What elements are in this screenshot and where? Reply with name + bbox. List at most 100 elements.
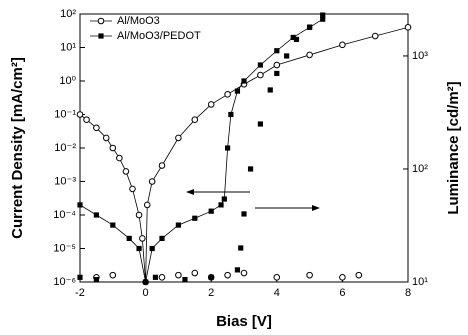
x-tick-label: 4 — [274, 287, 280, 299]
marker-circle — [191, 269, 199, 277]
marker-circle — [175, 134, 182, 142]
y-tick-label: 10⁻² — [54, 142, 76, 154]
marker-square — [110, 222, 116, 228]
marker-square — [208, 208, 214, 214]
marker-circle — [404, 24, 412, 31]
marker-circle — [371, 32, 379, 40]
marker-circle — [148, 178, 156, 185]
marker-square — [284, 53, 290, 59]
marker-square — [143, 279, 149, 285]
x-tick-label: 2 — [208, 287, 214, 299]
y-tick-label: 10¹ — [60, 41, 76, 53]
marker-circle — [339, 274, 346, 281]
marker-square — [320, 16, 326, 22]
y-tick-label: 10⁰ — [59, 75, 76, 87]
annotation-arrows — [186, 189, 320, 211]
marker-square — [192, 215, 198, 221]
y-tick-label: 10⁻¹ — [54, 108, 76, 120]
marker-square — [221, 196, 227, 202]
marker-square — [234, 88, 241, 94]
marker-circle — [109, 271, 117, 279]
x-axis-label: Bias [V] — [216, 313, 272, 330]
marker-circle — [306, 271, 313, 279]
series-line — [79, 26, 409, 283]
marker-circle — [224, 91, 231, 98]
marker-square — [228, 111, 234, 118]
legend-label: Al/MoO3 — [117, 15, 160, 27]
marker-square — [274, 48, 280, 54]
marker-circle — [339, 41, 346, 49]
marker-square — [225, 145, 231, 151]
y-tick-label: 10⁻⁵ — [53, 242, 76, 254]
marker-square — [159, 235, 165, 242]
marker-square — [241, 78, 247, 84]
marker-circle — [224, 271, 231, 279]
y-axis-label: Current Density [mA/cm²] — [9, 57, 26, 239]
marker-circle — [93, 124, 100, 132]
marker-circle — [306, 51, 313, 59]
marker-square — [136, 245, 142, 252]
marker-circle — [102, 134, 110, 142]
marker-square — [182, 277, 188, 283]
marker-circle — [129, 185, 136, 193]
marker-square — [320, 12, 326, 18]
marker-circle — [116, 154, 123, 162]
marker-circle — [158, 274, 166, 281]
marker-square — [257, 121, 263, 127]
marker-square — [267, 87, 273, 93]
marker-square — [234, 267, 241, 273]
marker-circle — [207, 101, 215, 108]
y2-tick-label: 10² — [412, 163, 428, 175]
marker-square — [241, 211, 247, 217]
legend-marker — [98, 33, 104, 39]
marker-circle — [139, 235, 146, 242]
marker-circle — [76, 111, 84, 118]
x-tick-label: -2 — [75, 287, 85, 299]
y-tick-label: 10² — [60, 8, 76, 20]
marker-square — [293, 36, 300, 43]
marker-circle — [109, 144, 117, 152]
y2-axis-label: Luminance [cd/m²] — [445, 81, 462, 214]
marker-circle — [355, 271, 363, 279]
marker-square — [274, 70, 280, 77]
y-tick-label: 10⁻³ — [54, 175, 76, 187]
marker-circle — [273, 274, 281, 281]
marker-circle — [158, 162, 166, 169]
marker-square — [126, 235, 132, 242]
marker-square — [238, 245, 244, 251]
marker-square — [93, 212, 99, 218]
y2-tick-label: 10³ — [412, 50, 428, 62]
marker-circle — [240, 269, 248, 277]
marker-circle — [273, 61, 281, 69]
marker-circle — [257, 71, 264, 79]
marker-circle — [83, 116, 90, 123]
x-tick-label: 6 — [339, 287, 345, 299]
y2-tick-label: 10¹ — [412, 276, 428, 288]
marker-square — [218, 202, 224, 208]
marker-square — [149, 245, 155, 252]
marker-square — [208, 274, 214, 280]
marker-square — [290, 34, 296, 41]
legend-label: Al/MoO3/PEDOT — [117, 30, 201, 42]
marker-square — [307, 24, 313, 30]
marker-square — [247, 166, 254, 172]
marker-square — [93, 277, 99, 283]
series-line — [79, 18, 323, 283]
marker-circle — [135, 211, 143, 219]
x-tick-label: 8 — [405, 287, 411, 299]
marker-square — [77, 274, 83, 280]
marker-circle — [191, 116, 199, 123]
y-tick-label: 10⁻⁴ — [53, 209, 76, 221]
marker-square — [77, 202, 83, 208]
marker-circle — [175, 271, 182, 279]
arrow-head — [186, 189, 194, 195]
y-tick-label: 10⁻⁶ — [53, 276, 76, 288]
arrow-head — [312, 205, 320, 211]
x-tick-label: 0 — [143, 287, 149, 299]
marker-square — [175, 222, 181, 228]
marker-circle — [143, 201, 151, 209]
legend-marker — [97, 17, 105, 25]
marker-square — [152, 274, 159, 280]
marker-square — [257, 62, 263, 68]
